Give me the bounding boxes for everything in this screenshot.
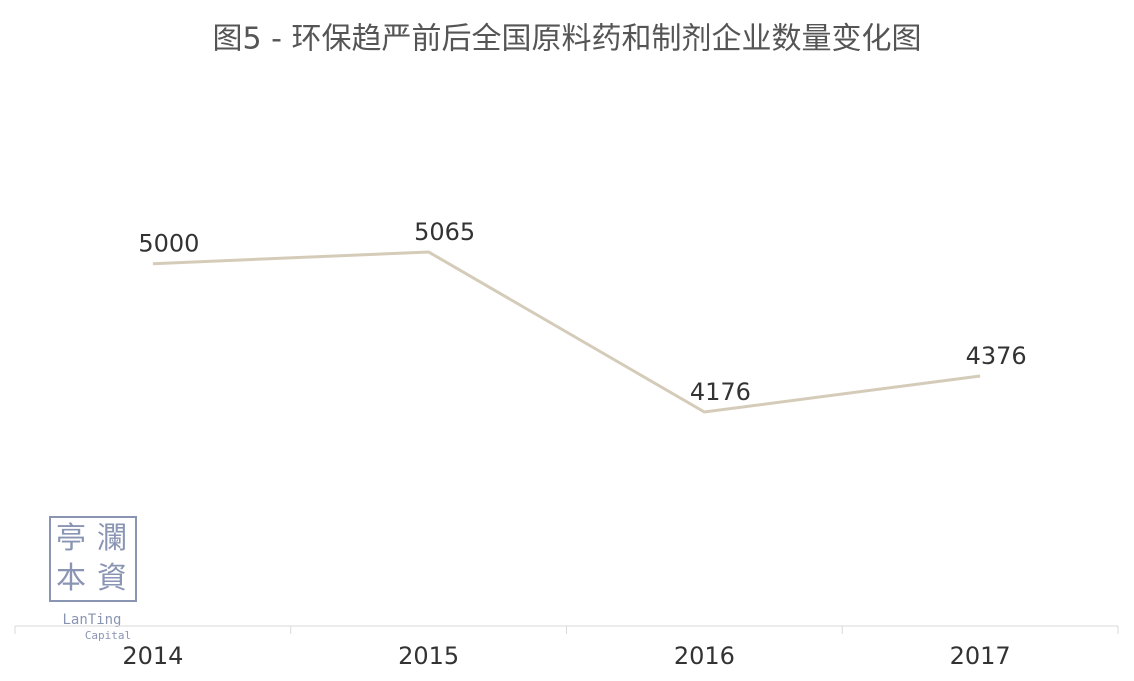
watermark: 亭 瀾 本 資 LanTing Capital — [49, 516, 137, 642]
x-tick-label: 2015 — [398, 642, 459, 670]
seal-char: 瀾 — [97, 521, 127, 556]
seal-frame — [49, 516, 137, 602]
seal-char: 本 — [56, 561, 86, 596]
data-label: 5000 — [138, 230, 199, 258]
data-label: 5065 — [414, 218, 475, 246]
seal-char: 資 — [97, 561, 127, 596]
series-line — [152, 250, 981, 414]
chart-title: 图5 - 环保趋严前后全国原料药和制剂企业数量变化图 — [213, 22, 922, 57]
x-tick-label: 2017 — [950, 642, 1011, 670]
seal-char: 亭 — [56, 521, 86, 556]
watermark-text: LanTing — [62, 612, 121, 628]
x-tick-label: 2016 — [674, 642, 735, 670]
watermark-text: Capital — [85, 629, 131, 642]
x-tick-label: 2014 — [122, 642, 183, 670]
data-label: 4376 — [966, 342, 1027, 370]
data-label: 4176 — [690, 378, 751, 406]
